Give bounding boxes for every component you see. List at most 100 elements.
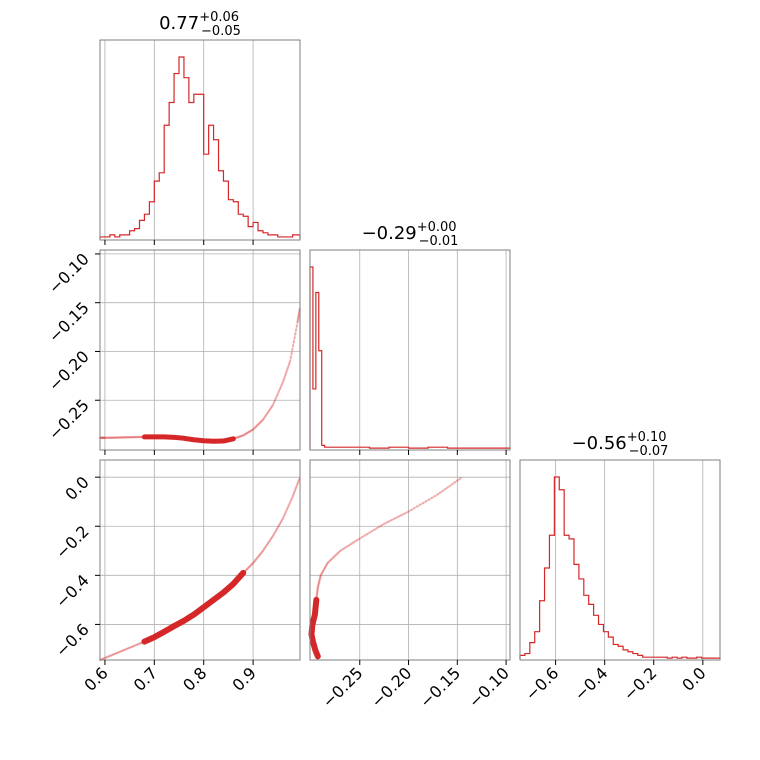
scatter-param-2-vs-0-pt bbox=[273, 531, 277, 534]
scatter-param-2-vs-1-pt bbox=[326, 561, 329, 565]
scatter-param-2-vs-1-pt bbox=[390, 518, 393, 522]
scatter-param-1-vs-0-pt bbox=[295, 324, 299, 328]
scatter-param-2-vs-0-pt bbox=[252, 560, 256, 564]
scatter-param-2-vs-0-pt bbox=[285, 508, 288, 512]
scatter-param-2-vs-0-pt bbox=[271, 534, 275, 538]
scatter-param-1-vs-0-pt bbox=[237, 435, 241, 439]
scatter-param-2-vs-0-pt bbox=[258, 553, 262, 556]
scatter-param-2-vs-1-pt bbox=[330, 558, 333, 561]
title-param-0-main: 0.77 bbox=[159, 13, 199, 34]
scatter-param-2-vs-1-pt bbox=[397, 515, 401, 518]
scatter-param-2-vs-0-pt bbox=[138, 642, 142, 645]
histogram-param-1 bbox=[309, 266, 511, 449]
panel-frame-1-1 bbox=[309, 249, 511, 451]
scatter-param-2-vs-1-pt bbox=[438, 491, 442, 494]
scatter-param-1-vs-0-pt bbox=[272, 401, 276, 405]
scatter-param-1-vs-0-pt bbox=[263, 415, 267, 419]
scatter-param-1-vs-0-pt bbox=[274, 397, 278, 400]
scatter-param-2-vs-0-pt bbox=[287, 504, 290, 507]
scatter-param-1-vs-0-pt bbox=[124, 436, 127, 439]
scatter-param-1-vs-0-pt bbox=[254, 425, 258, 428]
scatter-param-2-vs-0-pt bbox=[296, 481, 300, 485]
scatter-param-2-vs-0-pt bbox=[125, 647, 128, 651]
panel-frame-2-2 bbox=[519, 459, 721, 661]
scatter-param-1-vs-0-pt bbox=[282, 379, 285, 382]
scatter-param-2-vs-1-pt bbox=[316, 589, 319, 593]
scatter-param-1-vs-0-pt bbox=[236, 435, 240, 439]
scatter-param-1-vs-0-pt bbox=[253, 426, 257, 429]
title-param-2-minus: −0.07 bbox=[629, 444, 669, 459]
scatter-param-2-vs-1-pt bbox=[387, 520, 391, 523]
scatter-param-2-vs-1-pt bbox=[324, 564, 328, 567]
scatter-param-2-vs-0-pt bbox=[286, 506, 289, 510]
scatter-param-2-vs-0-pt bbox=[293, 489, 297, 493]
scatter-param-2-vs-1-pt bbox=[424, 499, 428, 503]
scatter-param-1-vs-0-pt bbox=[121, 436, 125, 439]
scatter-param-2-vs-1-pt bbox=[413, 506, 416, 510]
scatter-param-2-vs-0-pt bbox=[263, 546, 267, 550]
scatter-param-1-vs-0-pt bbox=[123, 436, 126, 439]
density-core-2-0 bbox=[141, 569, 247, 645]
xtick-label-1-2: −0.15 bbox=[416, 663, 464, 711]
scatter-param-2-vs-0-pt bbox=[113, 652, 117, 656]
scatter-param-2-vs-1-pt bbox=[448, 484, 452, 488]
scatter-param-2-vs-1-pt bbox=[370, 529, 374, 533]
scatter-param-2-vs-0-pt bbox=[126, 647, 130, 650]
scatter-param-1-vs-0-pt bbox=[285, 370, 288, 374]
scatter-param-1-vs-0-pt bbox=[258, 421, 262, 424]
scatter-param-1-vs-0-pt bbox=[282, 377, 286, 380]
scatter-param-2-vs-1-pt bbox=[363, 534, 366, 537]
scatter-param-2-vs-0-pt bbox=[294, 487, 297, 491]
scatter-param-1-vs-0-pt bbox=[250, 428, 254, 432]
scatter-param-1-vs-0-pt bbox=[133, 435, 136, 439]
scatter-param-2-vs-1-pt bbox=[441, 489, 444, 493]
scatter-param-1-vs-0-pt bbox=[235, 436, 239, 439]
scatter-param-2-vs-1-ridge bbox=[310, 476, 463, 657]
scatter-param-2-vs-1-pt bbox=[433, 494, 437, 498]
scatter-param-1-vs-0-pt bbox=[290, 352, 293, 355]
scatter-param-1-vs-0-pt bbox=[103, 436, 107, 440]
scatter-param-1-vs-0-pt bbox=[259, 420, 263, 424]
scatter-param-2-vs-1-pt bbox=[410, 508, 413, 512]
scatter-param-1-vs-0-pt bbox=[270, 405, 274, 408]
scatter-param-2-vs-1-pt bbox=[430, 496, 434, 500]
scatter-param-2-vs-1-pt bbox=[375, 526, 379, 530]
scatter-param-2-vs-0-pt bbox=[251, 561, 255, 565]
scatter-param-1-vs-0-pt bbox=[102, 436, 106, 440]
scatter-param-2-vs-0-pt bbox=[244, 568, 248, 572]
scatter-param-2-vs-0-pt bbox=[137, 642, 140, 646]
scatter-param-2-vs-0-pt bbox=[109, 654, 112, 658]
title-param-1-plus: +0.00 bbox=[417, 220, 457, 235]
scatter-param-2-vs-0-pt bbox=[135, 643, 139, 646]
scatter-param-1-vs-0-pt bbox=[117, 436, 121, 439]
scatter-param-2-vs-1-pt bbox=[315, 594, 319, 598]
scatter-param-2-vs-0-pt bbox=[120, 649, 124, 653]
scatter-param-2-vs-1-pt bbox=[342, 547, 346, 550]
scatter-param-1-vs-0-pt bbox=[262, 416, 266, 420]
title-param-0: 0.77+0.06 −0.05 bbox=[159, 10, 241, 39]
scatter-param-1-vs-0-pt bbox=[129, 435, 132, 439]
xtick-label-1-0: −0.25 bbox=[318, 663, 366, 711]
scatter-param-2-vs-1-pt bbox=[317, 580, 321, 583]
title-param-2-plus: +0.10 bbox=[627, 430, 667, 445]
scatter-param-2-vs-0-pt bbox=[104, 656, 108, 659]
scatter-param-2-vs-0-pt bbox=[295, 483, 299, 487]
scatter-param-2-vs-0-pt bbox=[270, 536, 274, 539]
scatter-param-2-vs-1-pt bbox=[327, 560, 331, 564]
scatter-param-2-vs-0-pt bbox=[101, 657, 105, 661]
scatter-param-2-vs-0-pt bbox=[283, 513, 286, 516]
scatter-param-2-vs-0-pt bbox=[284, 510, 287, 514]
scatter-param-2-vs-0-pt bbox=[264, 545, 268, 548]
xtick-label-1-1: −0.20 bbox=[367, 663, 415, 711]
ytick-label-1-0: −0.25 bbox=[45, 396, 93, 444]
scatter-param-1-vs-0-pt bbox=[239, 434, 243, 438]
scatter-param-2-vs-0-pt bbox=[281, 517, 285, 521]
scatter-param-1-vs-0-pt bbox=[252, 427, 256, 430]
scatter-param-1-vs-0-pt bbox=[260, 419, 264, 423]
scatter-param-1-vs-0-pt bbox=[242, 433, 246, 437]
scatter-param-2-vs-1-pt bbox=[322, 567, 326, 571]
scatter-param-2-vs-0-pt bbox=[267, 540, 271, 544]
scatter-param-2-vs-0-pt bbox=[116, 651, 120, 654]
data-layer bbox=[98, 56, 721, 662]
scatter-param-2-vs-0-pt bbox=[103, 656, 106, 660]
